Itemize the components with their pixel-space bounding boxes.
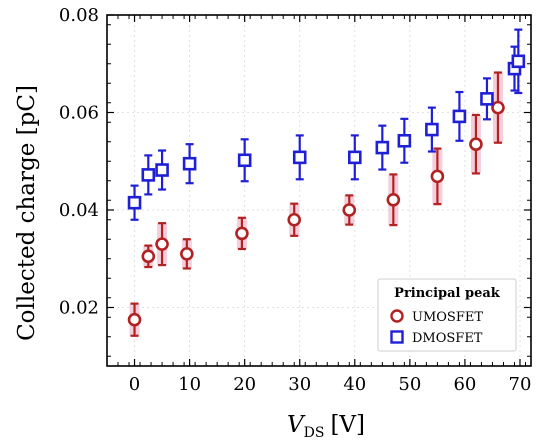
x-axis-title-sub: DS bbox=[304, 425, 325, 441]
x-tick-label: 40 bbox=[343, 374, 366, 395]
data-point-umosfet bbox=[430, 169, 445, 184]
y-tick-label: 0.06 bbox=[59, 103, 99, 124]
data-point-dmosfet bbox=[292, 150, 307, 165]
legend-marker-umosfet bbox=[390, 309, 404, 323]
data-point-umosfet bbox=[141, 249, 156, 264]
data-point-dmosfet bbox=[511, 54, 526, 69]
x-tick-label: 70 bbox=[509, 374, 532, 395]
data-point-umosfet bbox=[386, 192, 401, 207]
x-tick-label: 60 bbox=[453, 374, 476, 395]
y-tick-label: 0.08 bbox=[59, 5, 99, 26]
plot-frame bbox=[106, 14, 532, 367]
data-point-umosfet bbox=[287, 212, 302, 227]
tick-labels: 0 10 20 30 40 50 60 70 0.02 0.04 0.06 0.08 bbox=[59, 5, 532, 395]
data-point-dmosfet bbox=[375, 140, 390, 155]
data-point-umosfet bbox=[469, 137, 483, 151]
axis-ticks bbox=[106, 14, 531, 366]
data-point-dmosfet bbox=[347, 150, 362, 165]
data-point-dmosfet bbox=[425, 122, 439, 137]
legend-label-umosfet: UMOSFET bbox=[412, 310, 483, 325]
legend-label-dmosfet: DMOSFET bbox=[412, 331, 483, 346]
data-point-dmosfet bbox=[127, 195, 142, 210]
data-point-umosfet bbox=[235, 226, 249, 241]
x-tick-label: 50 bbox=[398, 374, 421, 395]
x-tick-label: 20 bbox=[233, 374, 256, 395]
x-tick-label: 0 bbox=[129, 374, 140, 395]
data-point-dmosfet bbox=[237, 153, 252, 168]
data-point-umosfet bbox=[342, 203, 357, 217]
x-tick-label: 30 bbox=[288, 374, 311, 395]
y-axis-title: Collected charge [pC] bbox=[14, 85, 40, 341]
x-axis-title: VDS [V] bbox=[287, 412, 365, 441]
data-point-umosfet bbox=[180, 247, 194, 261]
data-point-dmosfet bbox=[141, 168, 156, 182]
legend: Principal peak UMOSFET DMOSFET bbox=[377, 278, 517, 352]
y-tick-label: 0.04 bbox=[59, 200, 99, 221]
data-point-dmosfet bbox=[452, 109, 467, 124]
data-point-umosfet bbox=[491, 100, 505, 115]
data-point-umosfet bbox=[127, 312, 142, 327]
legend-marker-dmosfet bbox=[390, 330, 404, 344]
data-points bbox=[127, 54, 526, 327]
y-tick-label: 0.02 bbox=[59, 298, 99, 319]
legend-box bbox=[377, 278, 517, 352]
data-point-dmosfet bbox=[397, 133, 412, 148]
legend-title: Principal peak bbox=[394, 286, 501, 301]
x-tick-label: 10 bbox=[178, 374, 201, 395]
data-point-dmosfet bbox=[155, 163, 169, 177]
data-point-umosfet bbox=[155, 237, 169, 251]
x-axis-title-main: V bbox=[287, 412, 306, 438]
data-point-dmosfet bbox=[182, 156, 197, 171]
x-axis-title-unit: [V] bbox=[330, 412, 365, 438]
data-point-dmosfet bbox=[480, 92, 494, 106]
